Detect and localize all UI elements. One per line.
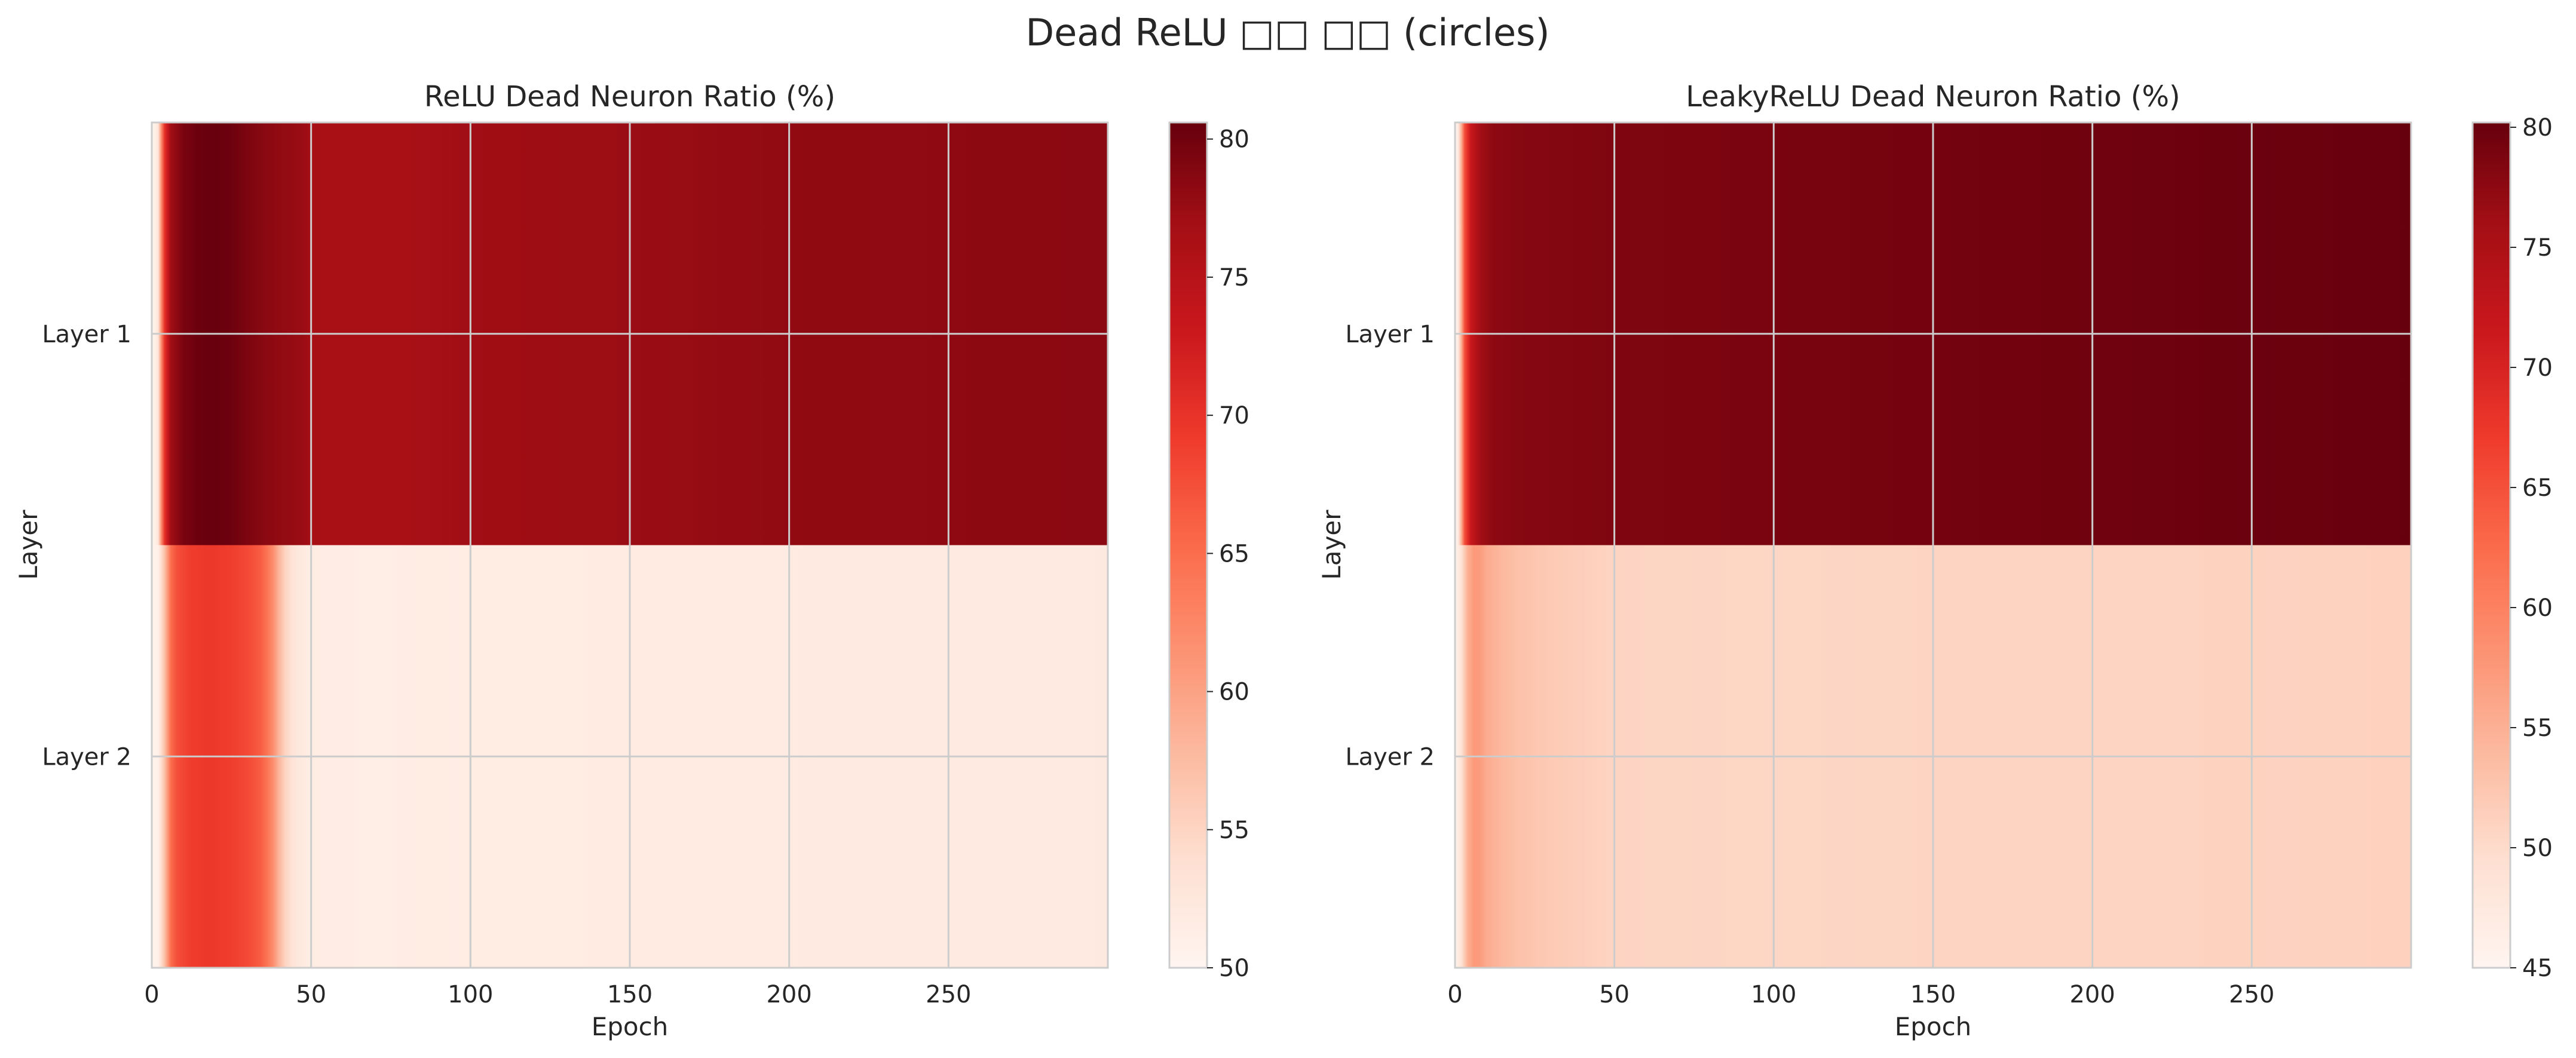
colorbar-scale <box>2471 121 2511 969</box>
colorbar-tick-label: 55 <box>2522 714 2553 742</box>
colorbar-tick-label: 65 <box>2522 474 2553 502</box>
x-tick-label: 150 <box>607 981 653 1008</box>
panel-title: LeakyReLU Dead Neuron Ratio (%) <box>1686 80 2180 114</box>
colorbar-tick-label: 50 <box>1219 955 1249 982</box>
x-tick-label: 100 <box>1751 981 1796 1008</box>
colorbar-tick-label: 65 <box>1219 540 1249 568</box>
colorbar-leakyrelu: 45 50 55 60 65 70 75 80 <box>2471 114 2553 982</box>
x-tick-label: 0 <box>144 981 159 1008</box>
x-tick-label: 200 <box>766 981 811 1008</box>
x-tick-label: 100 <box>448 981 493 1008</box>
colorbar-relu: 50 55 60 65 70 75 80 <box>1168 121 1249 982</box>
y-tick-label: Layer 1 <box>42 321 131 348</box>
colorbar-tick-label: 75 <box>1219 264 1249 292</box>
colorbar-tick-label: 60 <box>1219 679 1249 706</box>
x-tick-label: 50 <box>296 981 326 1008</box>
colorbar-tick-label: 60 <box>2522 594 2553 622</box>
y-tick-label: Layer 2 <box>42 743 131 771</box>
x-tick-label: 150 <box>1910 981 1956 1008</box>
x-tick-label: 200 <box>2069 981 2115 1008</box>
x-tick-labels: 0 50 100 150 200 250 <box>1447 981 2274 1008</box>
panel-relu: ReLU Dead Neuron Ratio (%) Layer 1Layer … <box>14 80 1249 1041</box>
panel-leakyrelu: LeakyReLU Dead Neuron Ratio (%) Layer 1L… <box>1317 80 2553 1041</box>
x-tick-label: 0 <box>1447 981 1462 1008</box>
colorbar-tick-label: 50 <box>2522 835 2553 862</box>
y-tick-labels: Layer 1 Layer 2 <box>42 321 131 771</box>
y-tick-label: Layer 2 <box>1345 743 1435 771</box>
y-axis-label: Layer <box>1317 510 1346 580</box>
plot-frame <box>151 121 1109 969</box>
gridlines <box>152 122 1108 968</box>
y-tick-labels: Layer 1 Layer 2 <box>1345 321 1435 771</box>
colorbar-scale <box>1168 121 1208 969</box>
colorbar-tick-label: 55 <box>1219 817 1249 844</box>
y-tick-label: Layer 1 <box>1345 321 1435 348</box>
colorbar-tick-label: 70 <box>2522 354 2553 382</box>
x-axis-label: Epoch <box>1895 1012 1972 1041</box>
colorbar-tick-label: 80 <box>1219 126 1249 154</box>
colorbar-tick-label: 75 <box>2522 234 2553 262</box>
colorbar-tick-label: 45 <box>2522 955 2553 982</box>
x-tick-label: 50 <box>1599 981 1629 1008</box>
plot-frame <box>1454 121 2412 969</box>
gridlines <box>1455 122 2411 968</box>
panel-title: ReLU Dead Neuron Ratio (%) <box>424 80 835 114</box>
colorbar-tick-label: 80 <box>2522 114 2553 142</box>
colorbar-tick-label: 70 <box>1219 402 1249 430</box>
x-tick-labels: 0 50 100 150 200 250 <box>144 981 971 1008</box>
x-tick-label: 250 <box>2229 981 2274 1008</box>
x-axis-label: Epoch <box>592 1012 669 1041</box>
x-tick-label: 250 <box>926 981 971 1008</box>
y-axis-label: Layer <box>14 510 43 580</box>
figure-title: Dead ReLU □□ □□ (circles) <box>1025 11 1549 54</box>
